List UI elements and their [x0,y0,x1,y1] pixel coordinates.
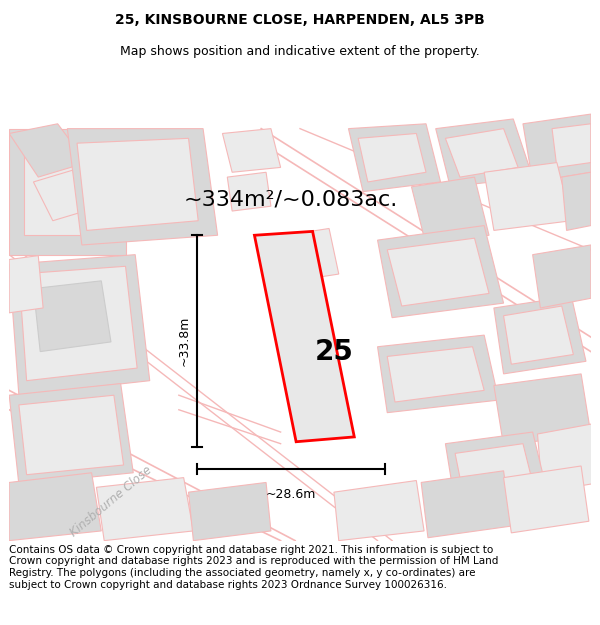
Text: ~334m²/~0.083ac.: ~334m²/~0.083ac. [183,189,397,209]
Polygon shape [503,306,574,364]
Polygon shape [24,138,106,235]
Polygon shape [412,177,489,245]
Polygon shape [9,129,125,254]
Polygon shape [503,466,589,533]
Polygon shape [552,124,591,168]
Polygon shape [34,168,101,221]
Polygon shape [494,374,591,446]
Polygon shape [523,114,591,182]
Polygon shape [455,444,533,492]
Polygon shape [97,478,193,541]
Text: Map shows position and indicative extent of the property.: Map shows position and indicative extent… [120,45,480,58]
Polygon shape [9,384,133,484]
Polygon shape [67,129,218,245]
Polygon shape [562,173,591,231]
Polygon shape [445,432,547,504]
Polygon shape [9,254,150,395]
Polygon shape [533,245,591,308]
Polygon shape [377,335,499,412]
Text: 25, KINSBOURNE CLOSE, HARPENDEN, AL5 3PB: 25, KINSBOURNE CLOSE, HARPENDEN, AL5 3PB [115,12,485,27]
Polygon shape [9,124,87,177]
Text: 25: 25 [314,338,353,366]
Text: Contains OS data © Crown copyright and database right 2021. This information is : Contains OS data © Crown copyright and d… [9,545,499,589]
Polygon shape [34,281,111,352]
Polygon shape [436,119,533,187]
Polygon shape [349,124,440,192]
Polygon shape [494,296,586,374]
Polygon shape [9,472,101,541]
Polygon shape [254,231,354,442]
Polygon shape [377,226,503,318]
Polygon shape [77,138,198,231]
Polygon shape [286,229,339,281]
Polygon shape [9,256,43,313]
Polygon shape [484,162,571,231]
Polygon shape [538,422,600,492]
Text: Kinsbourne Close: Kinsbourne Close [68,464,154,540]
Text: ~28.6m: ~28.6m [266,488,316,501]
Polygon shape [223,129,281,173]
Polygon shape [188,482,271,541]
Polygon shape [334,481,424,541]
Polygon shape [358,134,426,182]
Polygon shape [445,129,518,177]
Polygon shape [227,173,271,211]
Polygon shape [19,395,124,475]
Polygon shape [387,347,484,402]
Text: ~33.8m: ~33.8m [177,316,190,366]
Polygon shape [387,238,489,306]
Polygon shape [19,266,137,381]
Polygon shape [421,471,511,538]
